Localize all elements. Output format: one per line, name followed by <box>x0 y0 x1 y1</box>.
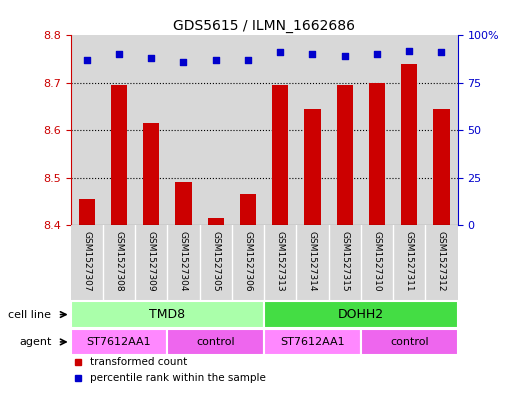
Text: GSM1527315: GSM1527315 <box>340 231 349 292</box>
Bar <box>361 35 393 225</box>
Bar <box>232 35 264 225</box>
Bar <box>361 329 458 355</box>
Bar <box>200 35 232 225</box>
Bar <box>425 225 458 301</box>
Text: cell line: cell line <box>8 310 51 320</box>
Bar <box>208 218 224 225</box>
Point <box>405 48 413 54</box>
Bar <box>264 329 361 355</box>
Bar <box>425 35 458 225</box>
Text: GSM1527313: GSM1527313 <box>276 231 285 292</box>
Text: GSM1527311: GSM1527311 <box>405 231 414 292</box>
Bar <box>167 329 264 355</box>
Text: TMD8: TMD8 <box>149 308 186 321</box>
Bar <box>71 35 103 225</box>
Point <box>276 49 285 55</box>
Bar <box>135 35 167 225</box>
Bar <box>337 85 353 225</box>
Bar <box>297 35 328 225</box>
Text: ST7612AA1: ST7612AA1 <box>280 337 345 347</box>
Bar <box>369 83 385 225</box>
Bar <box>200 225 232 301</box>
Bar <box>232 225 264 301</box>
Title: GDS5615 / ILMN_1662686: GDS5615 / ILMN_1662686 <box>173 19 355 33</box>
Bar <box>135 225 167 301</box>
Bar <box>167 225 200 301</box>
Point <box>373 51 381 57</box>
Bar <box>297 225 328 301</box>
Bar <box>175 182 191 225</box>
Text: DOHH2: DOHH2 <box>338 308 384 321</box>
Text: control: control <box>197 337 235 347</box>
Point <box>244 57 252 63</box>
Bar <box>401 64 417 225</box>
Bar <box>71 329 167 355</box>
Bar <box>264 35 297 225</box>
Bar <box>71 225 103 301</box>
Text: GSM1527305: GSM1527305 <box>211 231 220 292</box>
Bar <box>304 109 321 225</box>
Text: ST7612AA1: ST7612AA1 <box>87 337 151 347</box>
Text: GSM1527310: GSM1527310 <box>372 231 381 292</box>
Bar <box>71 301 264 328</box>
Bar <box>103 225 135 301</box>
Bar <box>328 225 361 301</box>
Bar <box>393 35 425 225</box>
Text: percentile rank within the sample: percentile rank within the sample <box>90 373 266 383</box>
Bar <box>393 225 425 301</box>
Point <box>83 57 91 63</box>
Point <box>147 55 155 61</box>
Text: GSM1527308: GSM1527308 <box>115 231 123 292</box>
Point <box>437 49 446 55</box>
Point <box>211 57 220 63</box>
Text: GSM1527306: GSM1527306 <box>244 231 253 292</box>
Text: GSM1527309: GSM1527309 <box>147 231 156 292</box>
Bar <box>167 35 200 225</box>
Point <box>340 53 349 59</box>
Bar <box>103 35 135 225</box>
Text: control: control <box>390 337 428 347</box>
Bar <box>434 109 450 225</box>
Bar <box>361 225 393 301</box>
Bar <box>143 123 160 225</box>
Text: transformed count: transformed count <box>90 357 187 367</box>
Bar <box>240 194 256 225</box>
Bar <box>328 35 361 225</box>
Text: GSM1527312: GSM1527312 <box>437 231 446 292</box>
Text: GSM1527314: GSM1527314 <box>308 231 317 292</box>
Bar <box>111 85 127 225</box>
Text: agent: agent <box>19 337 51 347</box>
Point <box>115 51 123 57</box>
Bar <box>264 301 458 328</box>
Point <box>179 59 188 65</box>
Bar <box>78 199 95 225</box>
Text: GSM1527304: GSM1527304 <box>179 231 188 292</box>
Point <box>309 51 317 57</box>
Bar <box>272 85 288 225</box>
Bar <box>264 225 297 301</box>
Text: GSM1527307: GSM1527307 <box>82 231 91 292</box>
